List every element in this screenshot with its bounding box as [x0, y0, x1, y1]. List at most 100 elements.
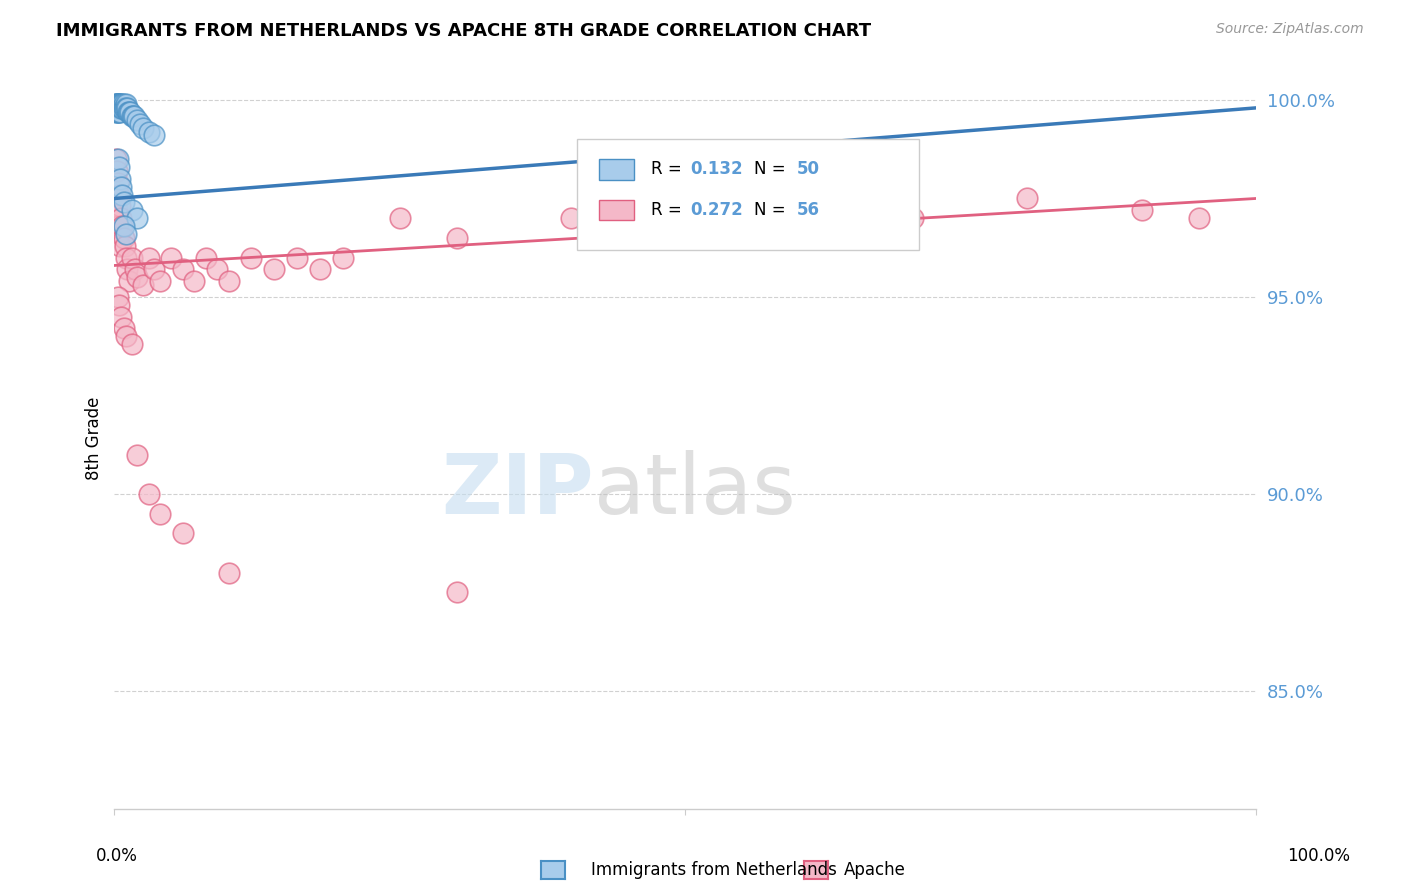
Point [149, 274, 172, 288]
Point [114, 97, 136, 112]
Text: Immigrants from Netherlands: Immigrants from Netherlands [591, 861, 837, 879]
FancyBboxPatch shape [599, 200, 634, 220]
Point [332, 251, 354, 265]
Point [107, 152, 129, 166]
Point [127, 270, 149, 285]
Point [1017, 192, 1039, 206]
Point [673, 219, 696, 233]
Point [285, 251, 308, 265]
Text: 0.132: 0.132 [690, 161, 744, 178]
Point [121, 251, 143, 265]
Point [108, 171, 131, 186]
Point [104, 101, 127, 115]
Point [112, 97, 135, 112]
Point [308, 262, 330, 277]
Point [104, 152, 127, 166]
Point [110, 179, 132, 194]
Point [111, 97, 134, 112]
Point [127, 211, 149, 226]
Point [903, 211, 925, 226]
Point [160, 251, 183, 265]
Point [107, 176, 129, 190]
Point [110, 211, 132, 226]
Text: 56: 56 [797, 201, 820, 219]
Point [121, 337, 143, 351]
Text: 50: 50 [797, 161, 820, 178]
Point [112, 101, 135, 115]
Point [114, 239, 136, 253]
Point [108, 239, 131, 253]
Point [108, 160, 131, 174]
Point [111, 187, 134, 202]
Text: 100.0%: 100.0% [1286, 847, 1350, 865]
Point [183, 274, 205, 288]
Point [132, 120, 155, 135]
Point [1187, 211, 1209, 226]
Text: 0.272: 0.272 [690, 201, 744, 219]
Point [138, 124, 160, 138]
Point [115, 262, 138, 277]
Point [110, 101, 132, 115]
Point [108, 101, 131, 115]
Point [107, 290, 129, 304]
Point [143, 128, 166, 143]
Point [172, 262, 194, 277]
Point [560, 211, 582, 226]
Point [112, 321, 135, 335]
Point [172, 526, 194, 541]
Text: Apache: Apache [844, 861, 905, 879]
Point [105, 104, 128, 119]
Point [107, 104, 129, 119]
Point [115, 101, 138, 115]
Point [1130, 203, 1153, 218]
Point [108, 187, 131, 202]
Point [104, 104, 127, 119]
Point [127, 112, 149, 127]
Text: N =: N = [754, 201, 790, 219]
Point [388, 211, 411, 226]
Point [118, 274, 141, 288]
Point [110, 97, 132, 112]
Point [218, 274, 240, 288]
Point [108, 227, 131, 241]
Point [218, 566, 240, 580]
Y-axis label: 8th Grade: 8th Grade [86, 397, 103, 481]
Text: N =: N = [754, 161, 790, 178]
Point [114, 227, 136, 241]
Point [143, 262, 166, 277]
Point [108, 199, 131, 213]
Point [138, 251, 160, 265]
Point [263, 262, 285, 277]
Point [117, 104, 139, 119]
Text: atlas: atlas [593, 450, 796, 531]
Point [240, 251, 263, 265]
Point [787, 203, 810, 218]
Point [105, 101, 128, 115]
Point [446, 231, 468, 245]
Text: Source: ZipAtlas.com: Source: ZipAtlas.com [1216, 22, 1364, 37]
Point [111, 219, 134, 233]
Point [112, 231, 135, 245]
Point [111, 101, 134, 115]
Point [104, 97, 127, 112]
Point [114, 329, 136, 343]
Point [108, 298, 131, 312]
Point [108, 104, 131, 119]
Text: 0.0%: 0.0% [96, 847, 138, 865]
Point [118, 104, 141, 119]
Point [149, 507, 172, 521]
Text: R =: R = [651, 161, 686, 178]
Point [108, 97, 131, 112]
Point [114, 101, 136, 115]
Point [446, 585, 468, 599]
Point [105, 97, 128, 112]
Point [122, 109, 145, 123]
Point [104, 101, 127, 115]
Point [121, 203, 143, 218]
Point [205, 262, 228, 277]
Text: R =: R = [651, 201, 686, 219]
Point [104, 97, 127, 112]
Point [112, 195, 135, 210]
Point [114, 251, 136, 265]
Point [105, 97, 128, 112]
